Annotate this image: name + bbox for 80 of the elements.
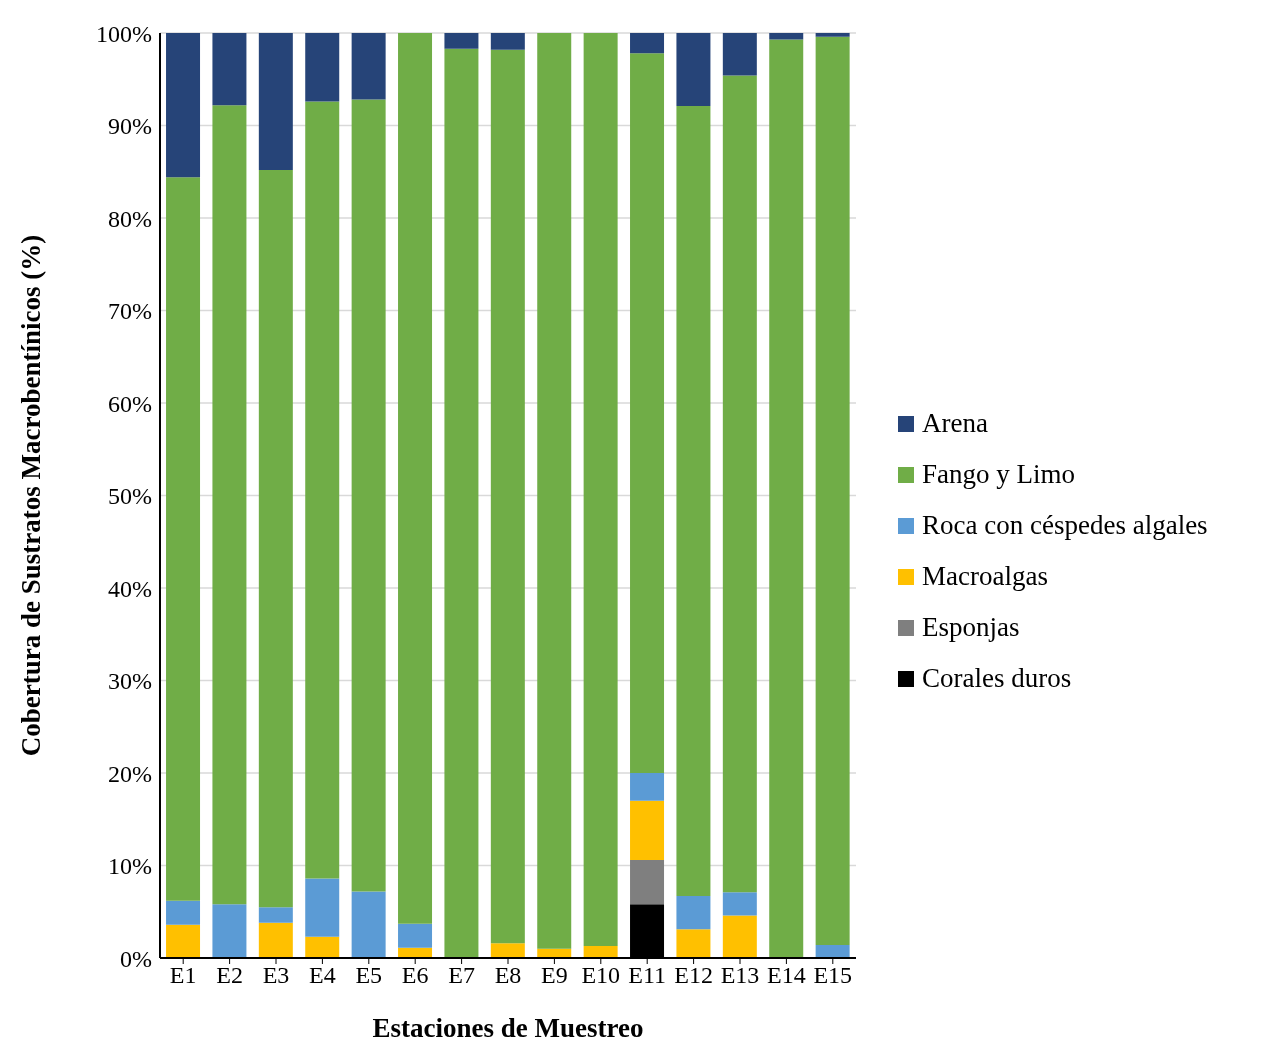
legend-label: Corales duros <box>922 663 1072 694</box>
legend-label: Fango y Limo <box>922 459 1075 490</box>
bar <box>444 33 479 49</box>
x-tick-label: E3 <box>262 962 290 989</box>
bar <box>676 33 711 107</box>
bar <box>490 49 525 944</box>
bar <box>490 943 525 958</box>
y-tick-label: 30% <box>108 668 152 695</box>
x-tick-label: E14 <box>767 962 806 989</box>
legend-label: Roca con céspedes algales <box>922 510 1208 541</box>
bar <box>398 923 433 948</box>
bar <box>722 915 757 958</box>
bar <box>722 892 757 916</box>
bar <box>676 896 711 930</box>
x-tick-label: E2 <box>216 962 243 989</box>
bar <box>212 904 247 958</box>
bar <box>630 859 665 905</box>
x-tick-label: E9 <box>541 962 568 989</box>
bar <box>815 945 850 958</box>
bar <box>166 177 201 901</box>
bar <box>258 33 293 170</box>
x-tick-label: E1 <box>169 962 197 989</box>
y-tick-label: 80% <box>108 205 152 232</box>
bar <box>769 33 804 40</box>
bar <box>305 878 340 937</box>
y-tick-label: 40% <box>108 575 152 602</box>
bar <box>351 891 386 958</box>
bar <box>630 33 665 54</box>
y-tick-label: 100% <box>96 20 152 47</box>
bar <box>305 936 340 958</box>
bar <box>490 33 525 50</box>
y-tick-label: 50% <box>108 483 152 510</box>
y-tick-label: 20% <box>108 760 152 787</box>
x-tick-label: E4 <box>309 962 336 989</box>
bar <box>166 924 201 958</box>
bar <box>398 33 433 924</box>
bar <box>305 101 340 879</box>
bar <box>166 33 201 178</box>
bar <box>722 75 757 893</box>
x-tick-label: E10 <box>581 962 621 989</box>
bar <box>583 945 618 958</box>
y-axis-title: Cobertura de Sustratos Macrobentínicos (%) <box>15 234 46 757</box>
bar <box>676 929 711 958</box>
bar <box>630 53 665 773</box>
y-tick-label: 0% <box>120 945 152 972</box>
bar <box>815 36 850 946</box>
x-tick-label: E5 <box>355 962 383 989</box>
bar <box>258 922 293 958</box>
bar <box>212 105 247 905</box>
bar <box>212 33 247 106</box>
bar <box>815 33 850 37</box>
legend-label: Macroalgas <box>922 561 1048 592</box>
bar <box>166 900 201 925</box>
x-tick-label: E8 <box>494 962 522 989</box>
legend-label: Arena <box>922 408 988 439</box>
bar <box>583 33 618 946</box>
y-tick-label: 10% <box>108 853 152 880</box>
legend-label: Esponjas <box>922 612 1020 643</box>
bar <box>258 169 293 908</box>
bar <box>305 33 340 102</box>
y-tick-label: 60% <box>108 390 152 417</box>
x-tick-label: E7 <box>448 962 475 989</box>
x-tick-label: E13 <box>720 962 760 989</box>
bar <box>351 99 386 892</box>
bar <box>258 907 293 923</box>
x-tick-label: E11 <box>628 962 667 989</box>
x-tick-label: E15 <box>813 962 853 989</box>
y-tick-label: 90% <box>108 113 152 140</box>
x-tick-label: E6 <box>401 962 429 989</box>
bar <box>351 33 386 100</box>
bar <box>722 33 757 76</box>
bar <box>537 33 572 949</box>
x-axis-title: Estaciones de Muestreo <box>372 1013 644 1039</box>
bar <box>769 39 804 958</box>
bar <box>676 106 711 897</box>
bar <box>444 48 479 958</box>
bar <box>630 773 665 801</box>
bar <box>630 800 665 860</box>
x-tick-label: E12 <box>674 962 713 989</box>
y-tick-label: 70% <box>108 298 152 325</box>
